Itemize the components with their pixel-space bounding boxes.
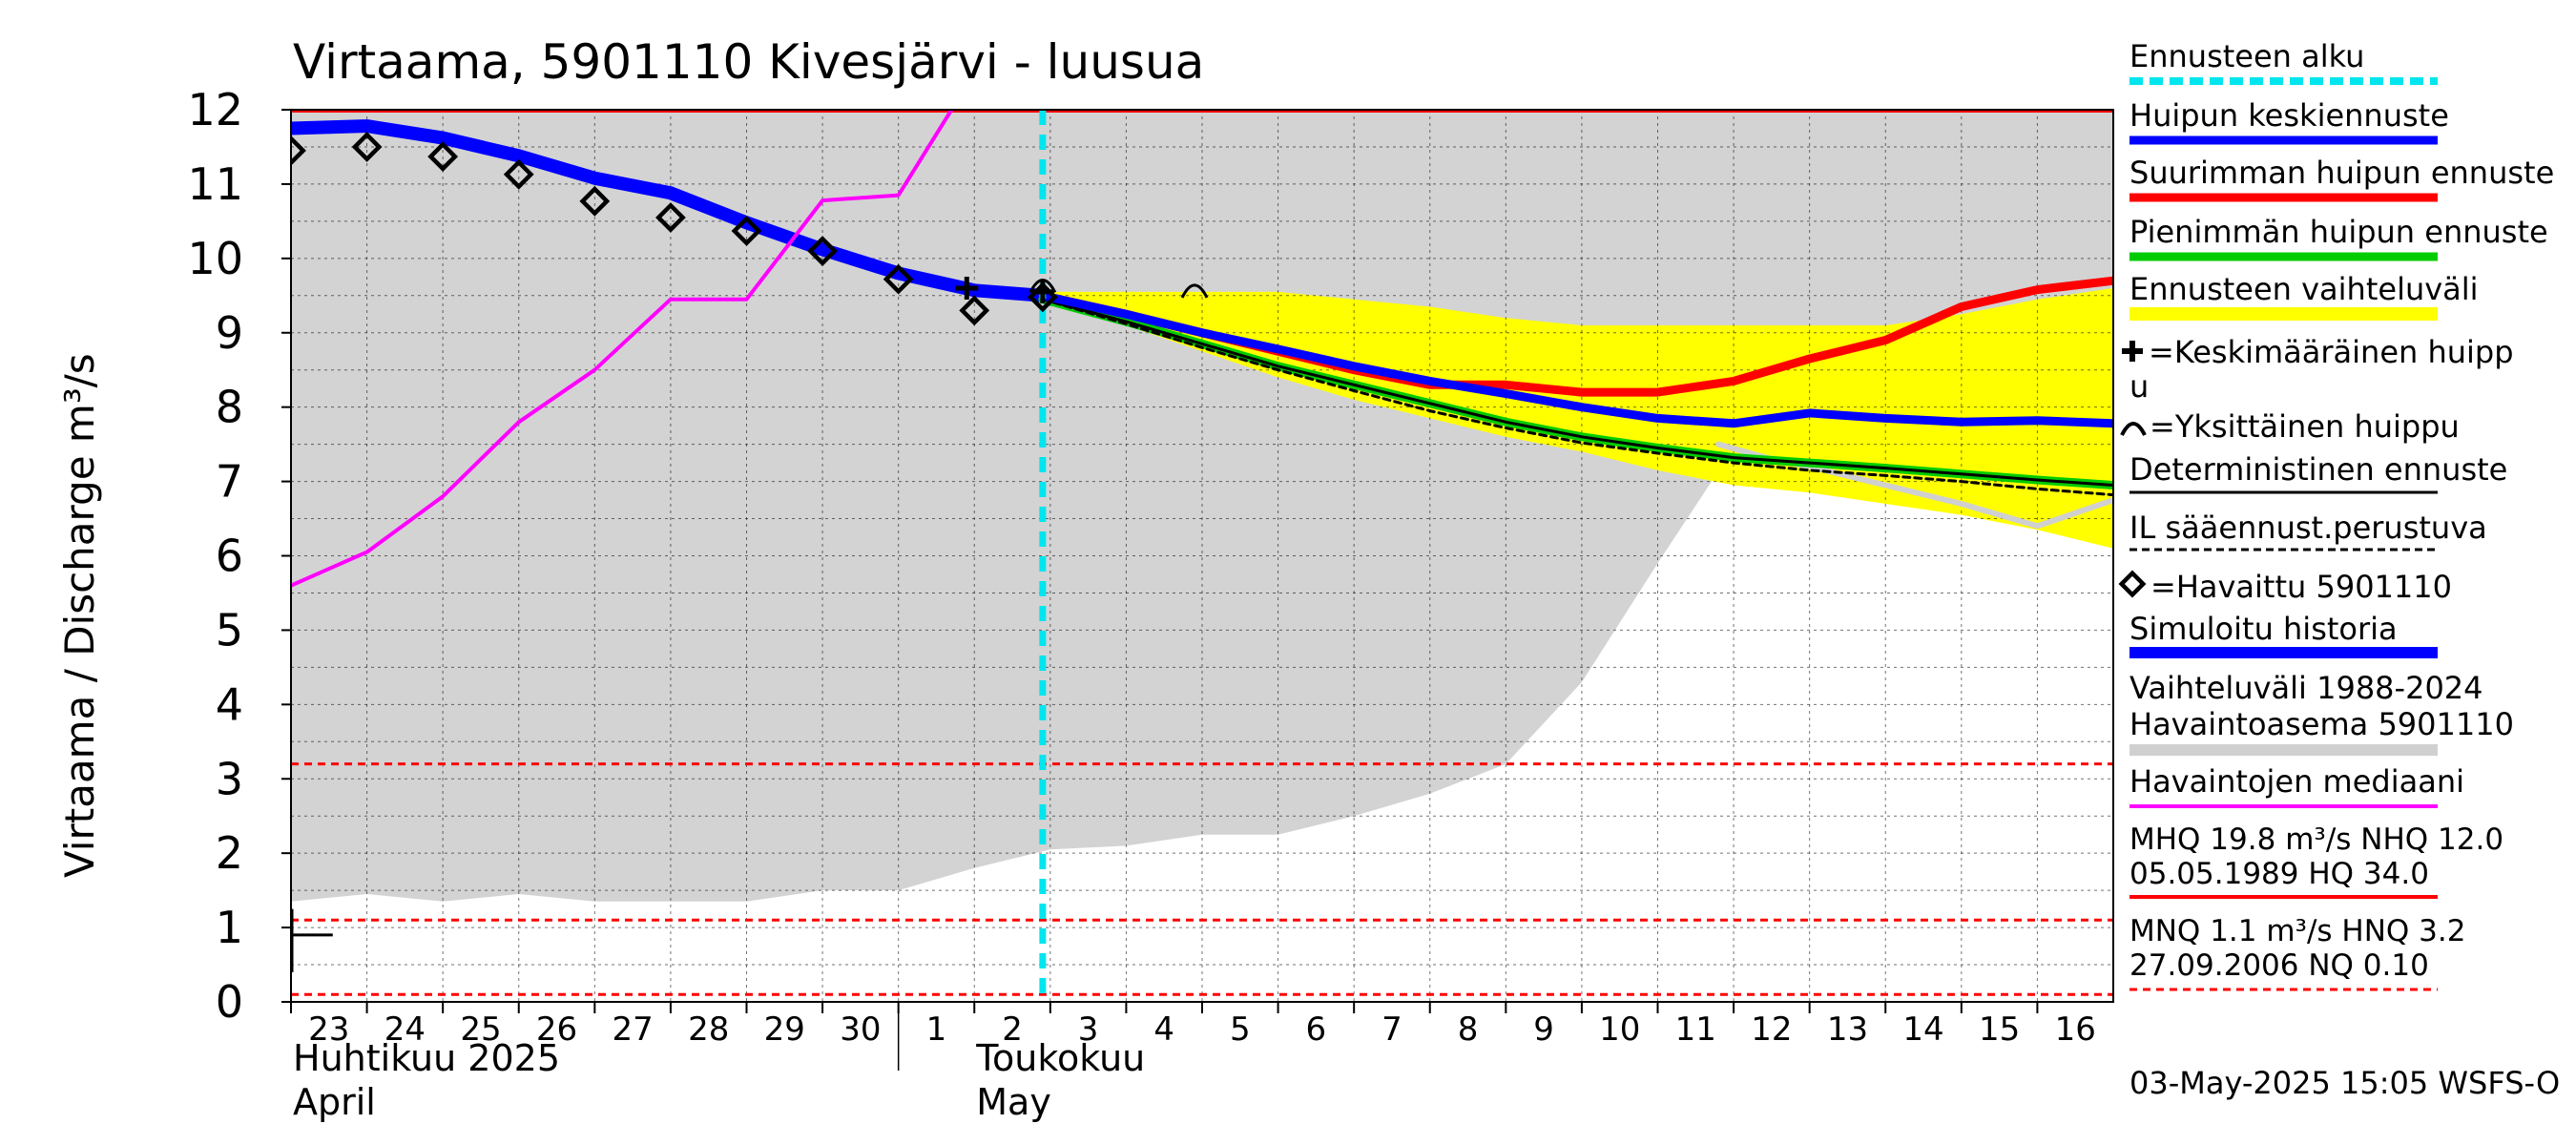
x-tick-label: 28	[688, 1010, 729, 1049]
mean-peak-marker	[1030, 280, 1054, 303]
x-tick-label: 27	[612, 1010, 653, 1049]
x-tick-label: 12	[1751, 1010, 1792, 1049]
y-tick-label: 9	[216, 307, 243, 359]
month-label-fi: Toukokuu	[975, 1037, 1145, 1079]
series-huipun-keskiennuste	[1038, 291, 2113, 428]
mean-peak-marker	[955, 277, 979, 300]
x-tick-label: 15	[1979, 1010, 2020, 1049]
y-tick-label: 7	[216, 456, 243, 508]
observed-point	[427, 141, 459, 172]
legend-huipun-keskiennuste: Huipun keskiennuste	[2129, 97, 2449, 134]
legend: Ennusteen alku Huipun keskiennuste Suurimm…	[2118, 38, 2554, 991]
legend-range-line1: Vaihteluväli 1988-2024	[2129, 670, 2483, 706]
observed-point	[291, 135, 306, 166]
legend-single-peak: =Yksittäinen huippu	[2150, 408, 2460, 445]
x-tick-label: 8	[1458, 1010, 1479, 1049]
plot-area	[290, 109, 2114, 1003]
legend-range-line2: Havaintoasema 5901110	[2129, 706, 2514, 742]
legend-observed: =Havaittu 5901110	[2150, 569, 2452, 605]
x-tick-label: 11	[1675, 1010, 1716, 1049]
y-tick-label: 6	[216, 531, 243, 582]
observed-point	[351, 132, 383, 162]
legend-mnq-line1: MNQ 1.1 m³/s HNQ 3.2	[2129, 914, 2465, 948]
x-tick-label: 16	[2055, 1010, 2096, 1049]
x-tick-label: 4	[1153, 1010, 1174, 1049]
legend-ennusteen-vaihteluv-li: Ennusteen vaihteluväli	[2129, 271, 2479, 307]
month-label-fi: Huhtikuu 2025	[293, 1037, 560, 1079]
x-tick-label: 25	[460, 1010, 501, 1049]
legend-mhq-line1: MHQ 19.8 m³/s NHQ 12.0	[2129, 822, 2503, 857]
single-peak-marker	[1028, 278, 1057, 294]
legend-mhq-line2: 05.05.1989 HQ 34.0	[2129, 857, 2429, 891]
legend-mean-peak-line1: =Keskimääräinen huipp	[2149, 334, 2514, 370]
observed-point	[655, 202, 686, 233]
x-tick-label: 30	[840, 1010, 881, 1049]
series-havaintojen-mediaani	[291, 110, 954, 588]
diamond-icon	[2118, 570, 2147, 598]
y-tick-label: 3	[216, 753, 243, 804]
observed-point	[807, 236, 838, 266]
x-tick-label: 10	[1599, 1010, 1640, 1049]
y-tick-label: 5	[216, 604, 243, 656]
series-deterministinen-ennuste	[1041, 298, 2113, 487]
x-tick-label: 7	[1381, 1010, 1402, 1049]
observed-point	[579, 185, 611, 217]
y-tick-label: 1	[216, 902, 243, 953]
y-tick-label: 11	[187, 158, 243, 210]
x-tick-label: 26	[536, 1010, 577, 1049]
legend-median: Havaintojen mediaani	[2129, 763, 2464, 800]
arc-icon	[2120, 422, 2147, 436]
x-tick-label: 14	[1902, 1010, 1943, 1049]
observed-point	[731, 216, 762, 246]
y-tick-label: 2	[216, 827, 243, 879]
plus-icon	[2122, 341, 2143, 362]
legend-suurimman-huipun-ennuste: Suurimman huipun ennuste	[2129, 155, 2554, 191]
y-tick-label: 10	[187, 233, 243, 284]
x-tick-label: 3	[1078, 1010, 1099, 1049]
series-il-s-ennust-perustuva	[1041, 298, 2113, 497]
single-peak-marker	[1180, 283, 1209, 299]
chart-title: Virtaama, 5901110 Kivesjärvi - luusua	[293, 34, 1204, 90]
legend-il: IL sääennust.perustuva	[2129, 510, 2487, 546]
x-tick-label: 9	[1533, 1010, 1554, 1049]
legend-mnq-line2: 27.09.2006 NQ 0.10	[2129, 948, 2429, 983]
y-tick-label: 12	[187, 84, 243, 135]
month-label-en: May	[976, 1081, 1051, 1123]
x-tick-label: 24	[384, 1010, 426, 1049]
x-tick-label: 29	[764, 1010, 805, 1049]
legend-ennusteen-alku: Ennusteen alku	[2129, 38, 2364, 74]
y-tick-label: 8	[216, 382, 243, 433]
footer-timestamp: 03-May-2025 15:05 WSFS-O	[2129, 1065, 2560, 1101]
x-tick-label: 23	[308, 1010, 349, 1049]
observed-point	[883, 263, 914, 295]
y-tick-label: 0	[216, 976, 243, 1028]
observed-point	[959, 295, 990, 326]
x-tick-label: 6	[1306, 1010, 1327, 1049]
legend-pienimm-n-huipun-ennuste: Pienimmän huipun ennuste	[2129, 214, 2548, 250]
x-tick-label: 13	[1827, 1010, 1868, 1049]
x-tick-label: 1	[926, 1010, 947, 1049]
x-axis: 23 24 25 26 27 28 29 30 1 2 3 4 5 6 7 8 9 10 11 12 13 14 15 16	[290, 1002, 2096, 1049]
series-simuloitu-historia	[291, 119, 1049, 302]
y-axis-label: Virtaama / Discharge m³/s	[56, 353, 103, 878]
legend-mean-peak-line2: u	[2129, 368, 2149, 405]
x-tick-label: 2	[1002, 1010, 1023, 1049]
legend-deterministic: Deterministinen ennuste	[2129, 451, 2507, 488]
month-label-en: April	[293, 1081, 376, 1123]
legend-simulated: Simuloitu historia	[2129, 611, 2398, 647]
y-tick-label: 4	[216, 678, 243, 730]
x-tick-label: 5	[1230, 1010, 1251, 1049]
observed-point	[503, 158, 534, 190]
